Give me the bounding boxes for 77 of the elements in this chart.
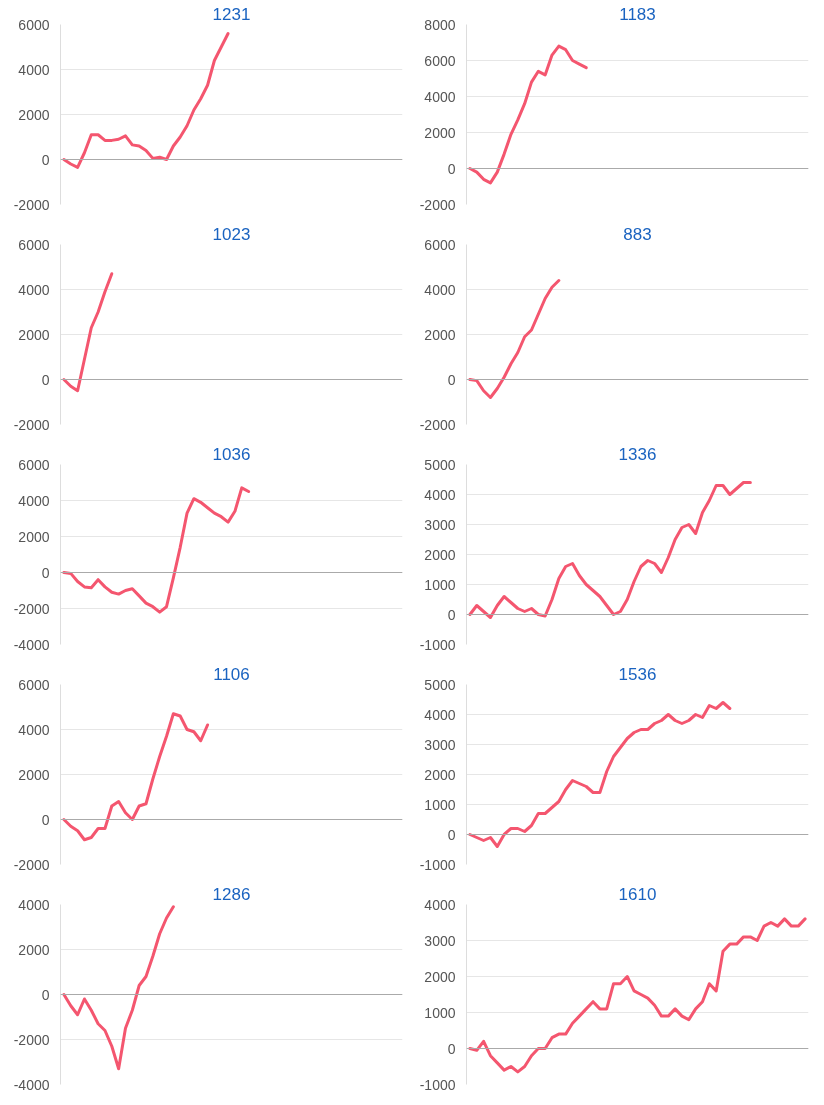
y-tick-label: 2000 (424, 968, 456, 985)
y-tick-label: 0 (41, 151, 50, 168)
line-series (468, 917, 807, 1074)
y-tick-label: 4000 (18, 61, 50, 78)
y-tick-label: 2000 (424, 546, 456, 563)
y-tick-label: 2000 (424, 124, 456, 141)
chart-title: 1183 (619, 4, 656, 24)
y-tick-label: 4000 (18, 721, 50, 738)
line-series (468, 701, 732, 848)
chart-title: 1610 (618, 884, 657, 904)
y-tick-label: 8000 (424, 16, 456, 33)
y-tick-label: -2000 (419, 196, 456, 213)
y-tick-label: -2000 (419, 416, 456, 433)
y-tick-label: 4000 (424, 88, 456, 105)
chart-title: 1036 (212, 444, 251, 464)
y-tick-label: 0 (447, 826, 456, 843)
chart-title: 1536 (618, 664, 657, 684)
y-tick-label: -2000 (13, 196, 50, 213)
y-tick-label: 2000 (18, 766, 50, 783)
y-tick-label: -1000 (419, 856, 456, 873)
y-tick-label: 0 (41, 564, 50, 581)
y-tick-label: 4000 (18, 896, 50, 913)
y-tick-label: 5000 (424, 456, 456, 473)
y-tick-label: 0 (447, 160, 456, 177)
y-tick-label: 6000 (424, 236, 456, 253)
y-tick-label: 3000 (424, 736, 456, 753)
y-tick-label: -2000 (13, 856, 50, 873)
y-tick-label: -2000 (13, 416, 50, 433)
y-tick-label: 2000 (424, 766, 456, 783)
y-tick-label: -1000 (419, 636, 456, 653)
y-tick-label: 3000 (424, 932, 456, 949)
y-tick-label: 4000 (424, 706, 456, 723)
y-tick-label: 2000 (424, 326, 456, 343)
y-tick-label: 6000 (18, 16, 50, 33)
y-tick-label: 4000 (424, 896, 456, 913)
y-tick-label: -1000 (419, 1076, 456, 1093)
chart-title: 883 (623, 224, 652, 244)
y-tick-label: -4000 (13, 636, 50, 653)
chart-title: 1023 (212, 224, 251, 244)
line-series (468, 44, 588, 185)
y-tick-label: 0 (41, 371, 50, 388)
y-tick-label: 2000 (18, 941, 50, 958)
y-tick-label: 6000 (18, 236, 50, 253)
y-tick-label: 2000 (18, 528, 50, 545)
y-tick-label: 6000 (18, 676, 50, 693)
line-series (468, 481, 752, 619)
y-tick-label: -4000 (13, 1076, 50, 1093)
y-tick-label: 0 (447, 606, 456, 623)
line-series (62, 272, 114, 393)
chart-title: 1231 (212, 4, 251, 24)
y-tick-label: 3000 (424, 516, 456, 533)
y-tick-label: 0 (41, 811, 50, 828)
y-tick-label: -2000 (13, 600, 50, 617)
chart-title: 1106 (213, 664, 250, 684)
y-tick-label: 1000 (424, 1004, 456, 1021)
chart-title: 1336 (618, 444, 657, 464)
line-series (62, 905, 175, 1071)
y-tick-label: 1000 (424, 576, 456, 593)
y-tick-label: 4000 (18, 281, 50, 298)
y-tick-label: 6000 (424, 52, 456, 69)
y-tick-label: 0 (447, 371, 456, 388)
y-tick-label: 5000 (424, 676, 456, 693)
chart-title: 1286 (212, 884, 251, 904)
line-series (62, 486, 251, 614)
y-tick-label: 6000 (18, 456, 50, 473)
line-series (62, 32, 230, 169)
y-tick-label: 4000 (424, 281, 456, 298)
y-tick-label: 0 (447, 1040, 456, 1057)
y-tick-label: -2000 (13, 1031, 50, 1048)
y-tick-label: 1000 (424, 796, 456, 813)
y-tick-label: 0 (41, 986, 50, 1003)
line-series (62, 712, 210, 842)
y-tick-label: 4000 (18, 492, 50, 509)
y-tick-label: 2000 (18, 106, 50, 123)
y-tick-label: 2000 (18, 326, 50, 343)
line-series (468, 279, 561, 399)
y-tick-label: 4000 (424, 486, 456, 503)
